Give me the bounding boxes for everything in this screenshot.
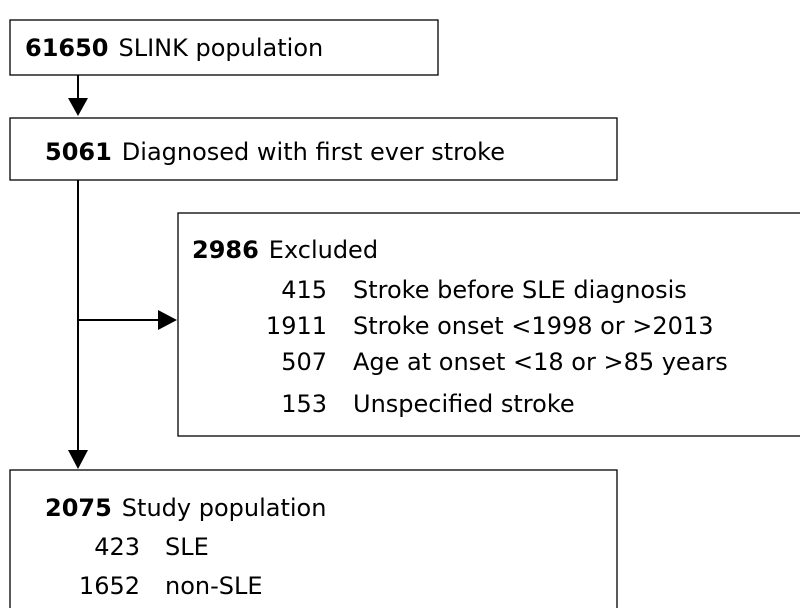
item-label: Stroke before SLE diagnosis [353, 276, 687, 304]
item-count: 423 [94, 533, 140, 561]
box [9, 117, 618, 181]
node-count: 2075 [45, 494, 112, 522]
item-count: 415 [281, 276, 327, 304]
node-label: Study population [122, 494, 327, 522]
node-count: 5061 [45, 138, 112, 166]
arrowhead [68, 98, 88, 116]
node-text: 61650 SLINK population [25, 34, 323, 62]
arrowhead [158, 310, 177, 330]
item-label: SLE [165, 533, 209, 561]
node-text: 2986 Excluded [192, 236, 378, 264]
node-count: 61650 [25, 34, 109, 62]
node-count: 2986 [192, 236, 259, 264]
node-text: 2075 Study population [45, 494, 326, 522]
arrowhead [68, 450, 88, 469]
box [9, 19, 439, 76]
item-count: 1652 [79, 572, 140, 600]
item-count: 153 [281, 390, 327, 418]
node-label: Diagnosed with first ever stroke [122, 138, 505, 166]
item-count: 1911 [266, 312, 327, 340]
node-label: Excluded [269, 236, 378, 264]
box [177, 212, 800, 437]
item-label: Unspecified stroke [353, 390, 575, 418]
item-label: Stroke onset <1998 or >2013 [353, 312, 714, 340]
item-label: Age at onset <18 or >85 years [353, 348, 728, 376]
node-text: 5061 Diagnosed with first ever stroke [45, 138, 505, 166]
box [9, 469, 618, 608]
node-label: SLINK population [119, 34, 324, 62]
item-count: 507 [281, 348, 327, 376]
item-label: non-SLE [165, 572, 263, 600]
